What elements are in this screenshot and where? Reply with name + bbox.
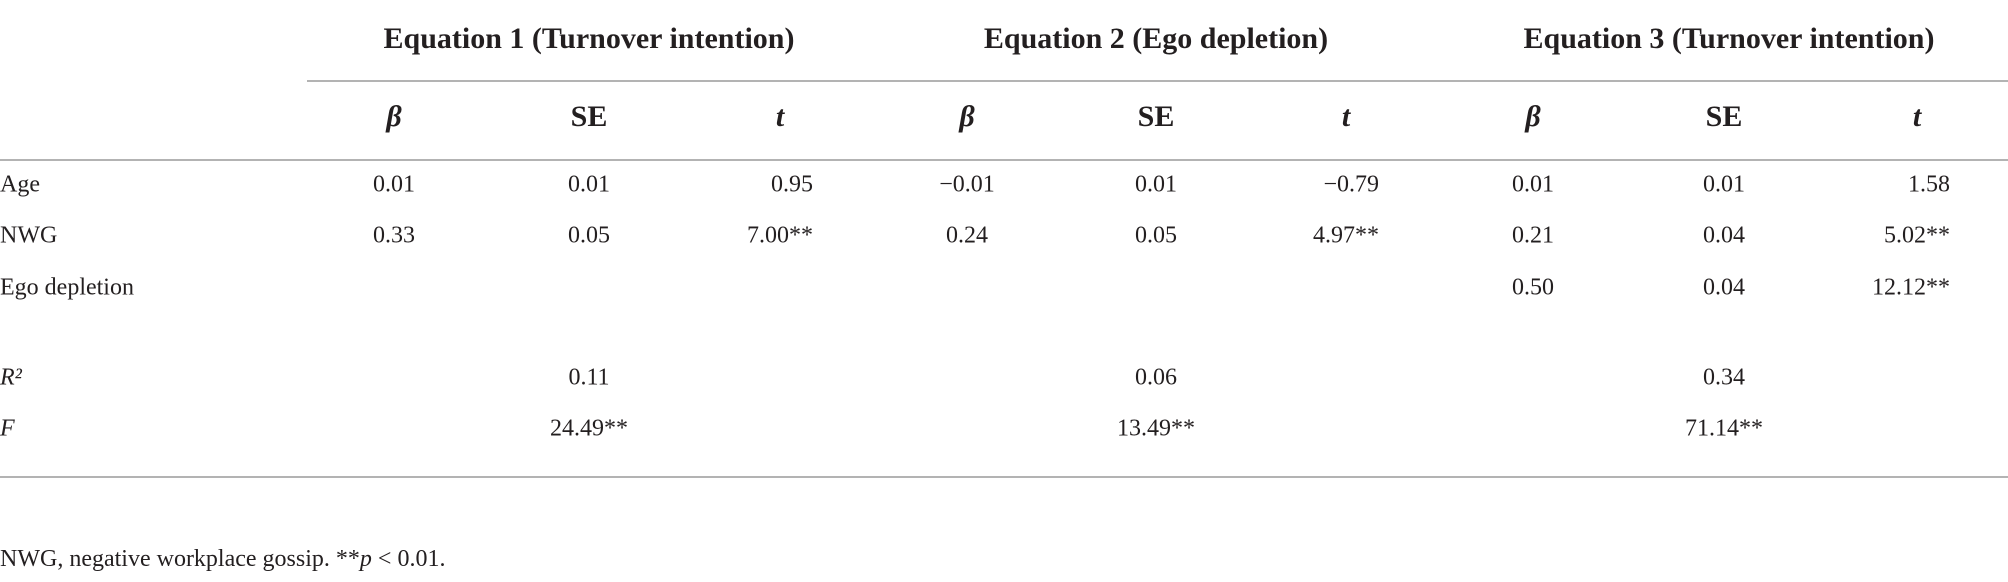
row-label: NWG [0,223,57,249]
table-cell: 0.24 [946,223,988,249]
table-cell: 0.05 [568,223,610,249]
table-cell: 0.01 [568,172,610,198]
column-header: β [1524,100,1541,133]
table-cell: 0.05 [1135,223,1177,249]
table-cell: 0.04 [1703,223,1745,249]
note-p: p [358,546,372,572]
table-cell: 0.21 [1512,223,1554,249]
table-cell: 13.49** [1117,416,1195,442]
column-header: SE [1138,100,1175,133]
table-cell: 0.50 [1512,275,1554,301]
table-cell: 0.01 [1703,172,1745,198]
column-header: SE [571,100,608,133]
table-cell: 71.14** [1685,416,1763,442]
row-label: F [0,416,15,442]
group-header: Equation 1 (Turnover intention) [384,22,795,55]
table-cell: −0.79 [1323,172,1379,198]
column-header: β [958,100,975,133]
note-text: < 0.01. [372,546,446,572]
table-cell: 4.97** [1313,223,1379,249]
table-cell: 0.01 [1135,172,1177,198]
table-cell: 24.49** [550,416,628,442]
table-cell: −0.01 [939,172,995,198]
table-cell: 0.01 [1512,172,1554,198]
table-cell: 0.34 [1703,365,1745,391]
table-cell: 0.06 [1135,365,1177,391]
row-label: Ego depletion [0,275,134,301]
group-header: Equation 2 (Ego depletion) [984,22,1328,55]
column-header: SE [1706,100,1743,133]
table-cell: 0.04 [1703,275,1745,301]
column-header: t [1342,100,1352,133]
column-header: β [385,100,402,133]
row-label: Age [0,172,40,198]
note-text: NWG, negative workplace gossip. ** [0,546,360,572]
column-header: t [1913,100,1923,133]
table-cell: 5.02** [1884,223,1950,249]
group-header: Equation 3 (Turnover intention) [1524,22,1935,55]
table-cell: 0.33 [373,223,415,249]
table-cell: 0.11 [568,365,609,391]
table-cell: 12.12** [1872,275,1950,301]
table-cell: 1.58 [1908,172,1950,198]
table-cell: 0.95 [771,172,813,198]
column-header: t [776,100,786,133]
table-cell: 7.00** [747,223,813,249]
row-label: R² [0,365,23,391]
table-cell: 0.01 [373,172,415,198]
table-note: NWG, negative workplace gossip. **p < 0.… [0,546,445,572]
